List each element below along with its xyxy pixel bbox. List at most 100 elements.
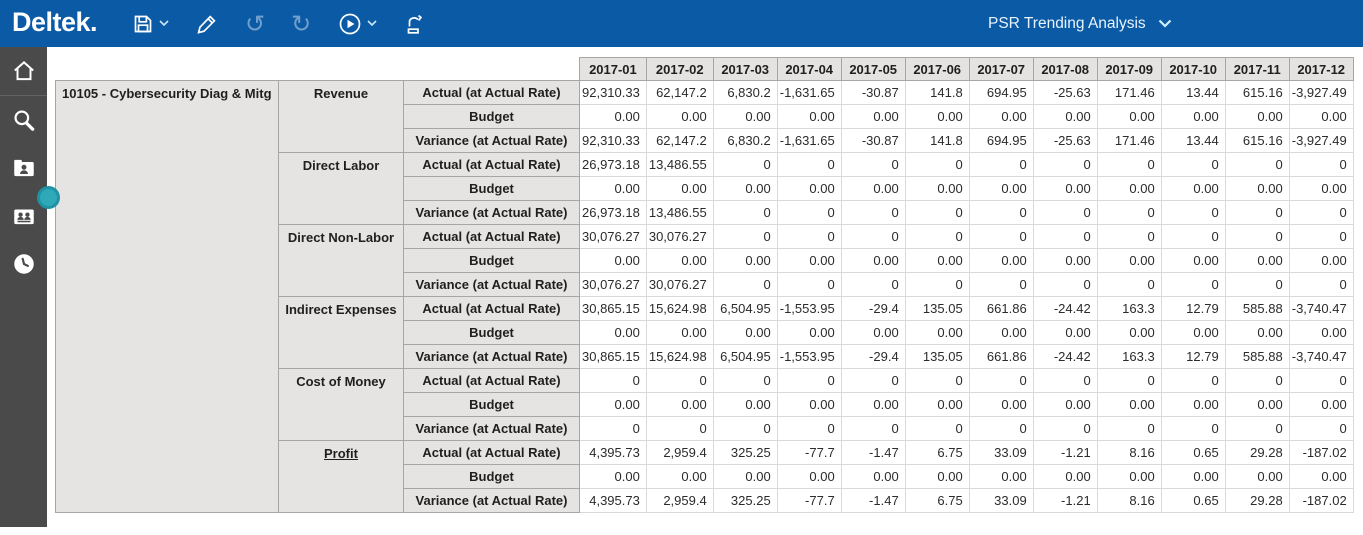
value-cell: -3,740.47: [1288, 344, 1354, 369]
value-cell: 694.95: [968, 128, 1034, 153]
home-icon[interactable]: [0, 47, 47, 95]
value-cell: 0: [776, 224, 842, 249]
value-cell: 0.00: [645, 320, 714, 345]
measure-label: Variance (at Actual Rate): [403, 200, 580, 225]
month-column-header[interactable]: 2017-01: [579, 57, 647, 81]
value-cell: 0.00: [776, 392, 842, 417]
value-cell: 0.00: [840, 176, 906, 201]
report-selector[interactable]: PSR Trending Analysis: [988, 0, 1172, 47]
value-cell: 0.00: [840, 464, 906, 489]
value-cell: 0: [904, 368, 970, 393]
value-cell: 0.00: [1032, 104, 1098, 129]
save-dropdown-chevron-icon[interactable]: [159, 20, 169, 27]
value-cell: 0.00: [645, 464, 714, 489]
month-column-header[interactable]: 2017-05: [840, 57, 906, 81]
edit-button[interactable]: [189, 8, 225, 40]
value-cell: 0.00: [1160, 392, 1226, 417]
value-cell: -1.47: [840, 440, 906, 465]
export-icon: [403, 12, 427, 36]
value-cell: 0: [968, 368, 1034, 393]
grid-row: Variance (at Actual Rate) 26,973.18 13,486…: [56, 200, 1354, 225]
month-column-header[interactable]: 2017-12: [1288, 57, 1354, 81]
month-column-header[interactable]: 2017-06: [904, 57, 970, 81]
value-cell: 0.00: [1224, 392, 1290, 417]
month-column-header[interactable]: 2017-10: [1160, 57, 1226, 81]
sidebar-drag-handle[interactable]: [37, 186, 60, 209]
value-cell: 26,973.18: [579, 200, 647, 225]
value-cell: 0.65: [1160, 440, 1226, 465]
value-cell: 33.09: [968, 488, 1034, 513]
user-folder-icon[interactable]: [0, 144, 47, 192]
measure-label: Actual (at Actual Rate): [403, 440, 580, 465]
value-cell: 163.3: [1096, 296, 1162, 321]
value-cell: 0.65: [1160, 488, 1226, 513]
run-button[interactable]: [331, 7, 383, 41]
grid-row: Budget 0.00 0.00 0.00 0.00 0.00 0.00 0.00 0.00 0.…: [56, 320, 1354, 345]
month-column-header[interactable]: 2017-11: [1224, 57, 1290, 81]
value-cell: 163.3: [1096, 344, 1162, 369]
value-cell: 0: [776, 272, 842, 297]
project-label: 10105 - Cybersecurity Diag & Mitg: [55, 80, 279, 513]
value-cell: 0.00: [712, 320, 778, 345]
run-dropdown-chevron-icon[interactable]: [367, 20, 377, 27]
month-column-header[interactable]: 2017-04: [776, 57, 842, 81]
measure-label: Actual (at Actual Rate): [403, 368, 580, 393]
month-column-header[interactable]: 2017-09: [1096, 57, 1162, 81]
category-cell[interactable]: Profit: [278, 440, 404, 513]
title-dropdown-chevron-icon[interactable]: [1158, 15, 1172, 33]
grid-row: Cost of Money Actual (at Actual Rate) 0 0 0 0…: [56, 368, 1354, 441]
value-cell: 0.00: [645, 248, 714, 273]
month-column-header[interactable]: 2017-02: [645, 57, 714, 81]
value-cell: 0.00: [904, 320, 970, 345]
value-cell: 0.00: [1288, 464, 1354, 489]
export-button[interactable]: [397, 8, 433, 40]
value-cell: 0: [1032, 200, 1098, 225]
value-cell: 0: [968, 416, 1034, 441]
value-cell: -24.42: [1032, 344, 1098, 369]
value-cell: 0: [712, 272, 778, 297]
value-cell: -25.63: [1032, 128, 1098, 153]
value-cell: 6,504.95: [712, 344, 778, 369]
value-cell: 0.00: [1160, 104, 1226, 129]
clock-icon[interactable]: [0, 240, 47, 288]
value-cell: 0.00: [645, 104, 714, 129]
category-link-profit[interactable]: Profit: [324, 446, 358, 461]
value-cell: 15,624.98: [645, 296, 714, 321]
month-column-header[interactable]: 2017-03: [712, 57, 778, 81]
grid-row: Budget 0.00 0.00 0.00 0.00 0.00 0.00 0.00 0.00 0.…: [56, 248, 1354, 273]
value-cell: 0: [1032, 152, 1098, 177]
value-cell: 0.00: [1288, 320, 1354, 345]
value-cell: 0.00: [776, 464, 842, 489]
value-cell: 6.75: [904, 440, 970, 465]
redo-button[interactable]: ↻: [285, 9, 317, 39]
value-cell: 0: [712, 368, 778, 393]
value-cell: 171.46: [1096, 128, 1162, 153]
measure-label: Actual (at Actual Rate): [403, 152, 580, 177]
value-cell: 6,504.95: [712, 296, 778, 321]
value-cell: 0.00: [1224, 248, 1290, 273]
value-cell: 325.25: [712, 440, 778, 465]
value-cell: 62,147.2: [645, 128, 714, 153]
month-column-header[interactable]: 2017-07: [968, 57, 1034, 81]
value-cell: 0: [904, 272, 970, 297]
grid-row: Variance (at Actual Rate) 4,395.73 2,959.4…: [56, 488, 1354, 513]
measure-label: Variance (at Actual Rate): [403, 488, 580, 513]
value-cell: 0.00: [1288, 248, 1354, 273]
undo-button[interactable]: ↺: [239, 9, 271, 39]
value-cell: 30,076.27: [579, 224, 647, 249]
value-cell: 0: [840, 416, 906, 441]
value-cell: 661.86: [968, 344, 1034, 369]
save-button[interactable]: [125, 8, 175, 40]
value-cell: 0: [776, 416, 842, 441]
value-cell: 0: [1224, 416, 1290, 441]
users-folder-icon[interactable]: [0, 192, 47, 240]
search-icon[interactable]: [0, 96, 47, 144]
month-column-header[interactable]: 2017-08: [1032, 57, 1098, 81]
value-cell: 135.05: [904, 344, 970, 369]
value-cell: 0.00: [579, 104, 647, 129]
value-cell: 29.28: [1224, 488, 1290, 513]
value-cell: 0: [1288, 272, 1354, 297]
value-cell: 0: [904, 152, 970, 177]
value-cell: 0: [776, 368, 842, 393]
measure-label: Actual (at Actual Rate): [403, 296, 580, 321]
